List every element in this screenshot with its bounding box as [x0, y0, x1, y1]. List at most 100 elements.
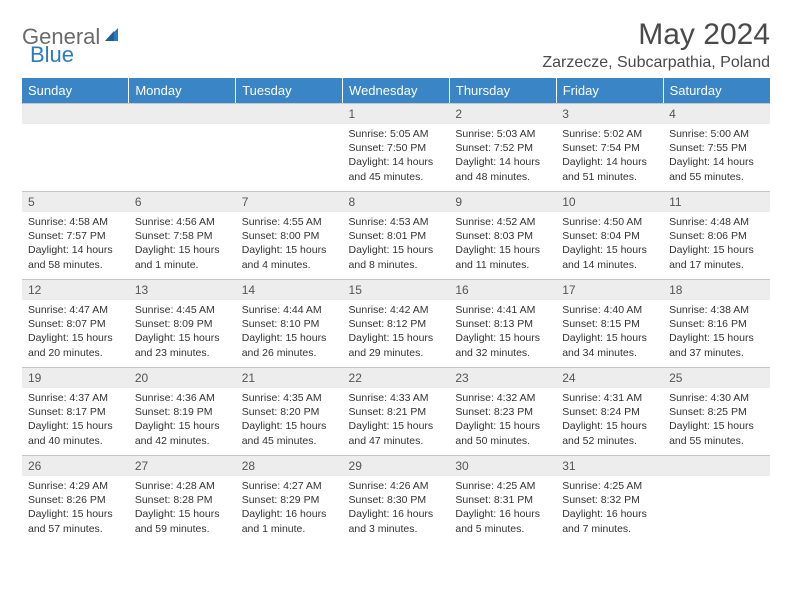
daylight-text-1: Daylight: 15 hours	[669, 419, 764, 433]
day-number: 31	[556, 455, 663, 476]
sunset-text: Sunset: 8:29 PM	[242, 493, 337, 507]
daylight-text-1: Daylight: 15 hours	[455, 331, 550, 345]
daylight-text-2: and 55 minutes.	[669, 170, 764, 184]
daylight-text-1: Daylight: 14 hours	[669, 155, 764, 169]
sunset-text: Sunset: 8:09 PM	[135, 317, 230, 331]
sunrise-text: Sunrise: 4:48 AM	[669, 215, 764, 229]
calendar-day-cell: 1Sunrise: 5:05 AMSunset: 7:50 PMDaylight…	[343, 103, 450, 191]
day-body: Sunrise: 4:26 AMSunset: 8:30 PMDaylight:…	[343, 476, 450, 539]
daylight-text-2: and 5 minutes.	[455, 522, 550, 536]
daylight-text-1: Daylight: 15 hours	[562, 243, 657, 257]
sunset-text: Sunset: 8:15 PM	[562, 317, 657, 331]
day-body-empty	[663, 476, 770, 526]
day-body: Sunrise: 4:47 AMSunset: 8:07 PMDaylight:…	[22, 300, 129, 363]
calendar-week-row: 5Sunrise: 4:58 AMSunset: 7:57 PMDaylight…	[22, 191, 770, 279]
sunset-text: Sunset: 8:01 PM	[349, 229, 444, 243]
sunset-text: Sunset: 8:26 PM	[28, 493, 123, 507]
daylight-text-2: and 4 minutes.	[242, 258, 337, 272]
day-number: 7	[236, 191, 343, 212]
day-body: Sunrise: 4:33 AMSunset: 8:21 PMDaylight:…	[343, 388, 450, 451]
sunset-text: Sunset: 7:57 PM	[28, 229, 123, 243]
daylight-text-2: and 1 minute.	[135, 258, 230, 272]
daylight-text-1: Daylight: 15 hours	[669, 331, 764, 345]
day-number: 14	[236, 279, 343, 300]
sunset-text: Sunset: 8:12 PM	[349, 317, 444, 331]
day-number: 26	[22, 455, 129, 476]
daylight-text-1: Daylight: 15 hours	[242, 331, 337, 345]
header: General May 2024 Zarzecze, Subcarpathia,…	[22, 18, 770, 72]
sunrise-text: Sunrise: 4:53 AM	[349, 215, 444, 229]
sunset-text: Sunset: 7:52 PM	[455, 141, 550, 155]
calendar-day-cell: 21Sunrise: 4:35 AMSunset: 8:20 PMDayligh…	[236, 367, 343, 455]
daylight-text-1: Daylight: 16 hours	[242, 507, 337, 521]
day-body: Sunrise: 4:41 AMSunset: 8:13 PMDaylight:…	[449, 300, 556, 363]
location: Zarzecze, Subcarpathia, Poland	[542, 54, 770, 72]
day-number: 22	[343, 367, 450, 388]
day-header: Friday	[556, 78, 663, 103]
sunrise-text: Sunrise: 4:40 AM	[562, 303, 657, 317]
calendar-day-cell: 17Sunrise: 4:40 AMSunset: 8:15 PMDayligh…	[556, 279, 663, 367]
daylight-text-2: and 51 minutes.	[562, 170, 657, 184]
calendar-day-cell: 15Sunrise: 4:42 AMSunset: 8:12 PMDayligh…	[343, 279, 450, 367]
day-header: Sunday	[22, 78, 129, 103]
calendar-week-row: 19Sunrise: 4:37 AMSunset: 8:17 PMDayligh…	[22, 367, 770, 455]
sunrise-text: Sunrise: 4:45 AM	[135, 303, 230, 317]
day-number: 24	[556, 367, 663, 388]
calendar-day-cell: 12Sunrise: 4:47 AMSunset: 8:07 PMDayligh…	[22, 279, 129, 367]
calendar-day-cell: 23Sunrise: 4:32 AMSunset: 8:23 PMDayligh…	[449, 367, 556, 455]
calendar-body: 1Sunrise: 5:05 AMSunset: 7:50 PMDaylight…	[22, 103, 770, 543]
daylight-text-2: and 1 minute.	[242, 522, 337, 536]
calendar-day-cell: 16Sunrise: 4:41 AMSunset: 8:13 PMDayligh…	[449, 279, 556, 367]
calendar-page: General May 2024 Zarzecze, Subcarpathia,…	[0, 0, 792, 553]
day-body: Sunrise: 4:44 AMSunset: 8:10 PMDaylight:…	[236, 300, 343, 363]
day-number: 15	[343, 279, 450, 300]
day-header: Wednesday	[343, 78, 450, 103]
sunset-text: Sunset: 8:25 PM	[669, 405, 764, 419]
sunset-text: Sunset: 8:24 PM	[562, 405, 657, 419]
logo-sail-icon	[103, 26, 121, 49]
month-title: May 2024	[542, 18, 770, 52]
sunrise-text: Sunrise: 4:25 AM	[455, 479, 550, 493]
sunrise-text: Sunrise: 4:31 AM	[562, 391, 657, 405]
sunrise-text: Sunrise: 4:42 AM	[349, 303, 444, 317]
sunrise-text: Sunrise: 4:26 AM	[349, 479, 444, 493]
sunrise-text: Sunrise: 4:41 AM	[455, 303, 550, 317]
daylight-text-1: Daylight: 15 hours	[135, 243, 230, 257]
daylight-text-2: and 40 minutes.	[28, 434, 123, 448]
sunset-text: Sunset: 8:20 PM	[242, 405, 337, 419]
day-number-empty	[22, 103, 129, 124]
calendar-day-cell: 19Sunrise: 4:37 AMSunset: 8:17 PMDayligh…	[22, 367, 129, 455]
daylight-text-2: and 45 minutes.	[242, 434, 337, 448]
sunset-text: Sunset: 8:10 PM	[242, 317, 337, 331]
daylight-text-2: and 26 minutes.	[242, 346, 337, 360]
daylight-text-2: and 57 minutes.	[28, 522, 123, 536]
calendar-day-cell: 22Sunrise: 4:33 AMSunset: 8:21 PMDayligh…	[343, 367, 450, 455]
day-header: Tuesday	[236, 78, 343, 103]
day-body: Sunrise: 4:37 AMSunset: 8:17 PMDaylight:…	[22, 388, 129, 451]
day-body: Sunrise: 4:58 AMSunset: 7:57 PMDaylight:…	[22, 212, 129, 275]
day-number-empty	[236, 103, 343, 124]
day-body: Sunrise: 4:50 AMSunset: 8:04 PMDaylight:…	[556, 212, 663, 275]
day-number: 13	[129, 279, 236, 300]
calendar-day-cell: 14Sunrise: 4:44 AMSunset: 8:10 PMDayligh…	[236, 279, 343, 367]
day-header-row: SundayMondayTuesdayWednesdayThursdayFrid…	[22, 78, 770, 103]
day-number: 1	[343, 103, 450, 124]
day-number: 10	[556, 191, 663, 212]
daylight-text-2: and 52 minutes.	[562, 434, 657, 448]
calendar-day-cell: 10Sunrise: 4:50 AMSunset: 8:04 PMDayligh…	[556, 191, 663, 279]
daylight-text-2: and 59 minutes.	[135, 522, 230, 536]
sunrise-text: Sunrise: 4:56 AM	[135, 215, 230, 229]
day-header: Saturday	[663, 78, 770, 103]
title-block: May 2024 Zarzecze, Subcarpathia, Poland	[542, 18, 770, 72]
sunset-text: Sunset: 7:58 PM	[135, 229, 230, 243]
day-number: 29	[343, 455, 450, 476]
day-body: Sunrise: 4:40 AMSunset: 8:15 PMDaylight:…	[556, 300, 663, 363]
daylight-text-1: Daylight: 15 hours	[135, 419, 230, 433]
sunset-text: Sunset: 8:07 PM	[28, 317, 123, 331]
calendar-week-row: 1Sunrise: 5:05 AMSunset: 7:50 PMDaylight…	[22, 103, 770, 191]
sunset-text: Sunset: 8:03 PM	[455, 229, 550, 243]
day-body: Sunrise: 4:48 AMSunset: 8:06 PMDaylight:…	[663, 212, 770, 275]
day-number: 12	[22, 279, 129, 300]
sunset-text: Sunset: 8:04 PM	[562, 229, 657, 243]
calendar-day-cell	[663, 455, 770, 543]
